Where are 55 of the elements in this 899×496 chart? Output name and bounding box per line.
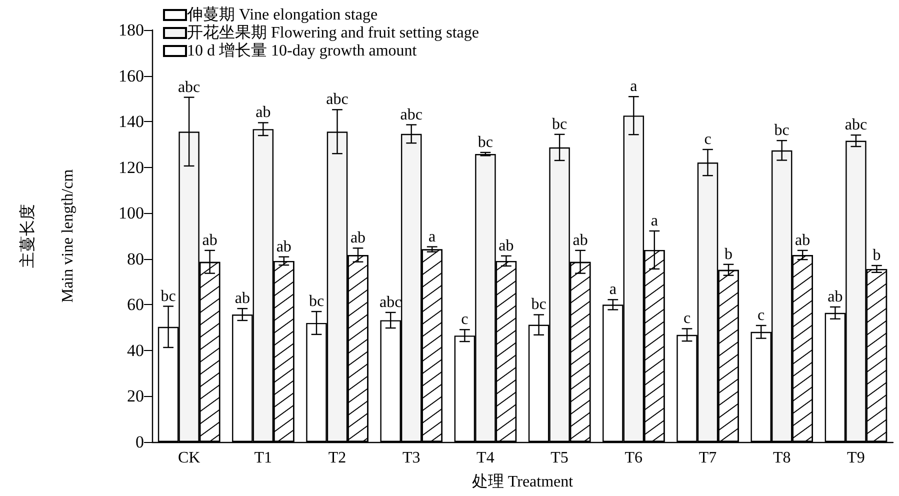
data-label: ab	[572, 232, 588, 249]
text: 主蔓长度 Main vine length/cm	[20, 169, 76, 303]
data-label: a	[650, 212, 658, 230]
legend-label: 伸蔓期 Vine elongation stage	[186, 6, 378, 24]
data-label: ab	[795, 232, 810, 249]
data-label: abc	[844, 116, 868, 134]
legend-label: 开花坐果期 Flowering and fruit setting stage	[187, 24, 479, 42]
y-tick-label: 60	[127, 295, 144, 314]
data-label: ab	[234, 290, 250, 308]
x-tick-label: T4	[476, 450, 494, 466]
data-label: bc	[552, 116, 568, 133]
data-label: b	[724, 246, 732, 263]
data-label: a	[428, 228, 436, 246]
x-tick-label: CK	[178, 450, 201, 466]
y-tick-label: 100	[118, 204, 144, 223]
data-label: c	[758, 306, 765, 324]
x-axis-title: 处理 Treatment	[472, 472, 574, 490]
data-label: bc	[531, 296, 546, 314]
x-tick-label: T6	[624, 450, 643, 466]
data-label: c	[683, 310, 691, 328]
data-label: ab	[498, 237, 514, 254]
x-tick-label: T9	[847, 450, 865, 466]
data-label: ab	[276, 238, 292, 256]
data-label: ab	[350, 230, 366, 247]
y-tick-label: 20	[127, 386, 144, 406]
y-tick-label: 80	[127, 249, 144, 268]
data-label: bc	[308, 293, 324, 310]
data-label: bc	[774, 122, 790, 140]
x-tick-label: T3	[402, 450, 420, 466]
y-tick-label: 180	[118, 20, 144, 40]
data-label: ab	[828, 288, 843, 306]
x-tick-label: T5	[550, 450, 568, 466]
data-label: a	[609, 281, 616, 298]
data-label: abc	[380, 294, 402, 311]
x-tick-label: T2	[328, 450, 346, 466]
data-label: ab	[202, 232, 218, 249]
x-tick-label: T7	[698, 450, 717, 466]
y-tick-label: 160	[118, 66, 144, 86]
y-tick-label: 140	[118, 112, 144, 132]
legend-label: 10 d 增长量 10-day growth amount	[187, 42, 418, 60]
data-label: abc	[326, 91, 348, 108]
data-label: a	[630, 78, 638, 96]
data-label: bc	[478, 134, 494, 151]
data-label: abc	[178, 78, 200, 96]
data-label: b	[872, 247, 881, 264]
data-label: c	[461, 311, 468, 328]
y-tick-label: 0	[136, 432, 144, 452]
data-label: c	[704, 130, 712, 148]
y-tick-label: 120	[118, 158, 144, 177]
y-tick-label: 40	[127, 340, 144, 360]
data-label: bc	[160, 288, 176, 305]
x-tick-label: T8	[772, 450, 791, 466]
data-label: abc	[400, 106, 422, 124]
x-tick-label: T1	[254, 450, 272, 466]
data-label: ab	[256, 104, 271, 122]
